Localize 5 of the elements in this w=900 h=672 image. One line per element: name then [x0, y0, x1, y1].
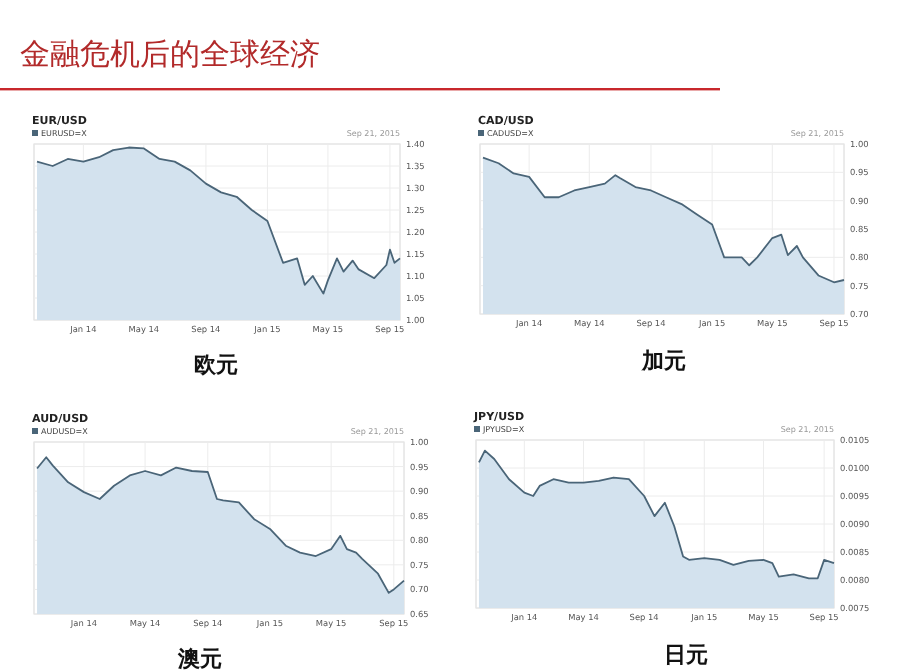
- x-axis-title: 澳元: [176, 646, 222, 672]
- x-axis-title: 欧元: [194, 352, 238, 378]
- x-axis-title: 加元: [640, 348, 686, 374]
- text: 金融危机后的全球经济: [20, 36, 320, 72]
- x-axis-title: 日元: [664, 642, 708, 668]
